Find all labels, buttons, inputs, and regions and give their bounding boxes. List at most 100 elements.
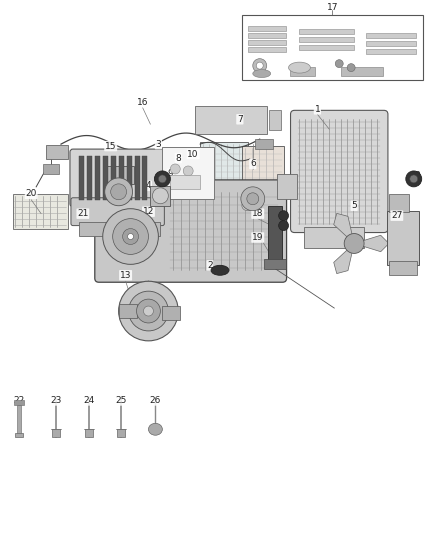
Circle shape — [410, 175, 418, 183]
Bar — [142, 156, 148, 200]
Bar — [119, 304, 137, 318]
Bar — [389, 261, 417, 275]
Text: 21: 21 — [77, 209, 88, 218]
Bar — [366, 33, 416, 38]
Circle shape — [406, 171, 422, 187]
Bar — [170, 175, 200, 189]
Bar — [119, 156, 124, 200]
Circle shape — [137, 299, 160, 323]
Text: 9: 9 — [167, 169, 173, 179]
Bar — [341, 67, 383, 76]
Bar — [15, 433, 23, 437]
Bar — [79, 222, 160, 236]
Bar — [200, 142, 248, 224]
Bar — [248, 47, 286, 52]
Polygon shape — [354, 235, 389, 252]
Bar — [117, 429, 124, 437]
Bar — [248, 40, 286, 45]
Bar — [95, 156, 100, 200]
Circle shape — [152, 188, 168, 204]
Bar — [268, 206, 282, 263]
Bar — [264, 260, 286, 269]
Circle shape — [159, 175, 166, 183]
Bar — [268, 110, 281, 130]
Bar — [304, 227, 364, 248]
Text: 16: 16 — [137, 98, 148, 107]
Bar — [242, 146, 283, 206]
Circle shape — [123, 229, 138, 245]
Bar — [17, 406, 21, 433]
Text: 3: 3 — [155, 140, 161, 149]
Bar — [111, 156, 116, 200]
Bar — [248, 33, 286, 38]
Text: 25: 25 — [115, 396, 126, 405]
Bar — [300, 45, 354, 50]
Circle shape — [119, 281, 178, 341]
Text: 20: 20 — [25, 189, 37, 198]
Text: 5: 5 — [351, 201, 357, 210]
Bar — [127, 156, 131, 200]
Bar — [104, 166, 134, 184]
Bar — [85, 429, 93, 437]
Text: 4: 4 — [146, 181, 151, 190]
Text: 3: 3 — [414, 172, 420, 180]
Circle shape — [344, 233, 364, 253]
FancyBboxPatch shape — [70, 149, 165, 207]
Bar — [79, 156, 84, 200]
Circle shape — [129, 291, 168, 331]
Text: 23: 23 — [50, 396, 62, 405]
Polygon shape — [334, 244, 354, 273]
Circle shape — [155, 171, 170, 187]
Circle shape — [335, 60, 343, 68]
Circle shape — [144, 306, 153, 316]
Bar — [366, 49, 416, 54]
Ellipse shape — [242, 201, 254, 211]
Text: 12: 12 — [143, 207, 154, 216]
Bar — [255, 139, 273, 149]
Bar — [162, 147, 214, 199]
Bar — [103, 156, 108, 200]
Circle shape — [170, 164, 180, 174]
Ellipse shape — [256, 62, 263, 69]
Text: 14: 14 — [143, 296, 154, 305]
Circle shape — [105, 178, 133, 206]
Text: 8: 8 — [175, 154, 181, 163]
Text: 22: 22 — [14, 396, 25, 405]
Circle shape — [183, 166, 193, 176]
Ellipse shape — [148, 423, 162, 435]
Circle shape — [279, 221, 289, 231]
Circle shape — [347, 63, 355, 71]
Bar — [43, 164, 59, 174]
Ellipse shape — [211, 265, 229, 275]
Bar — [134, 156, 140, 200]
Bar — [366, 41, 416, 46]
Text: 1: 1 — [314, 105, 320, 114]
Bar — [87, 156, 92, 200]
Bar — [387, 211, 419, 265]
Circle shape — [113, 219, 148, 254]
Bar — [300, 29, 354, 34]
Ellipse shape — [289, 62, 311, 73]
Bar — [162, 306, 180, 320]
Circle shape — [241, 187, 265, 211]
Text: 15: 15 — [105, 142, 117, 151]
Circle shape — [127, 233, 134, 239]
Text: 17: 17 — [326, 3, 338, 12]
Bar — [14, 400, 24, 406]
Polygon shape — [334, 213, 354, 244]
Circle shape — [111, 184, 127, 200]
Bar — [46, 145, 68, 159]
Ellipse shape — [253, 59, 267, 72]
Bar — [150, 186, 170, 206]
Bar — [290, 67, 315, 76]
Text: 26: 26 — [150, 396, 161, 405]
Text: 19: 19 — [252, 233, 264, 242]
Text: 10: 10 — [187, 150, 199, 158]
Text: 24: 24 — [83, 396, 95, 405]
Bar — [277, 174, 297, 199]
Text: 7: 7 — [237, 115, 243, 124]
Text: 2: 2 — [207, 261, 213, 270]
Bar — [242, 15, 423, 79]
FancyBboxPatch shape — [290, 110, 388, 232]
Circle shape — [247, 193, 259, 205]
